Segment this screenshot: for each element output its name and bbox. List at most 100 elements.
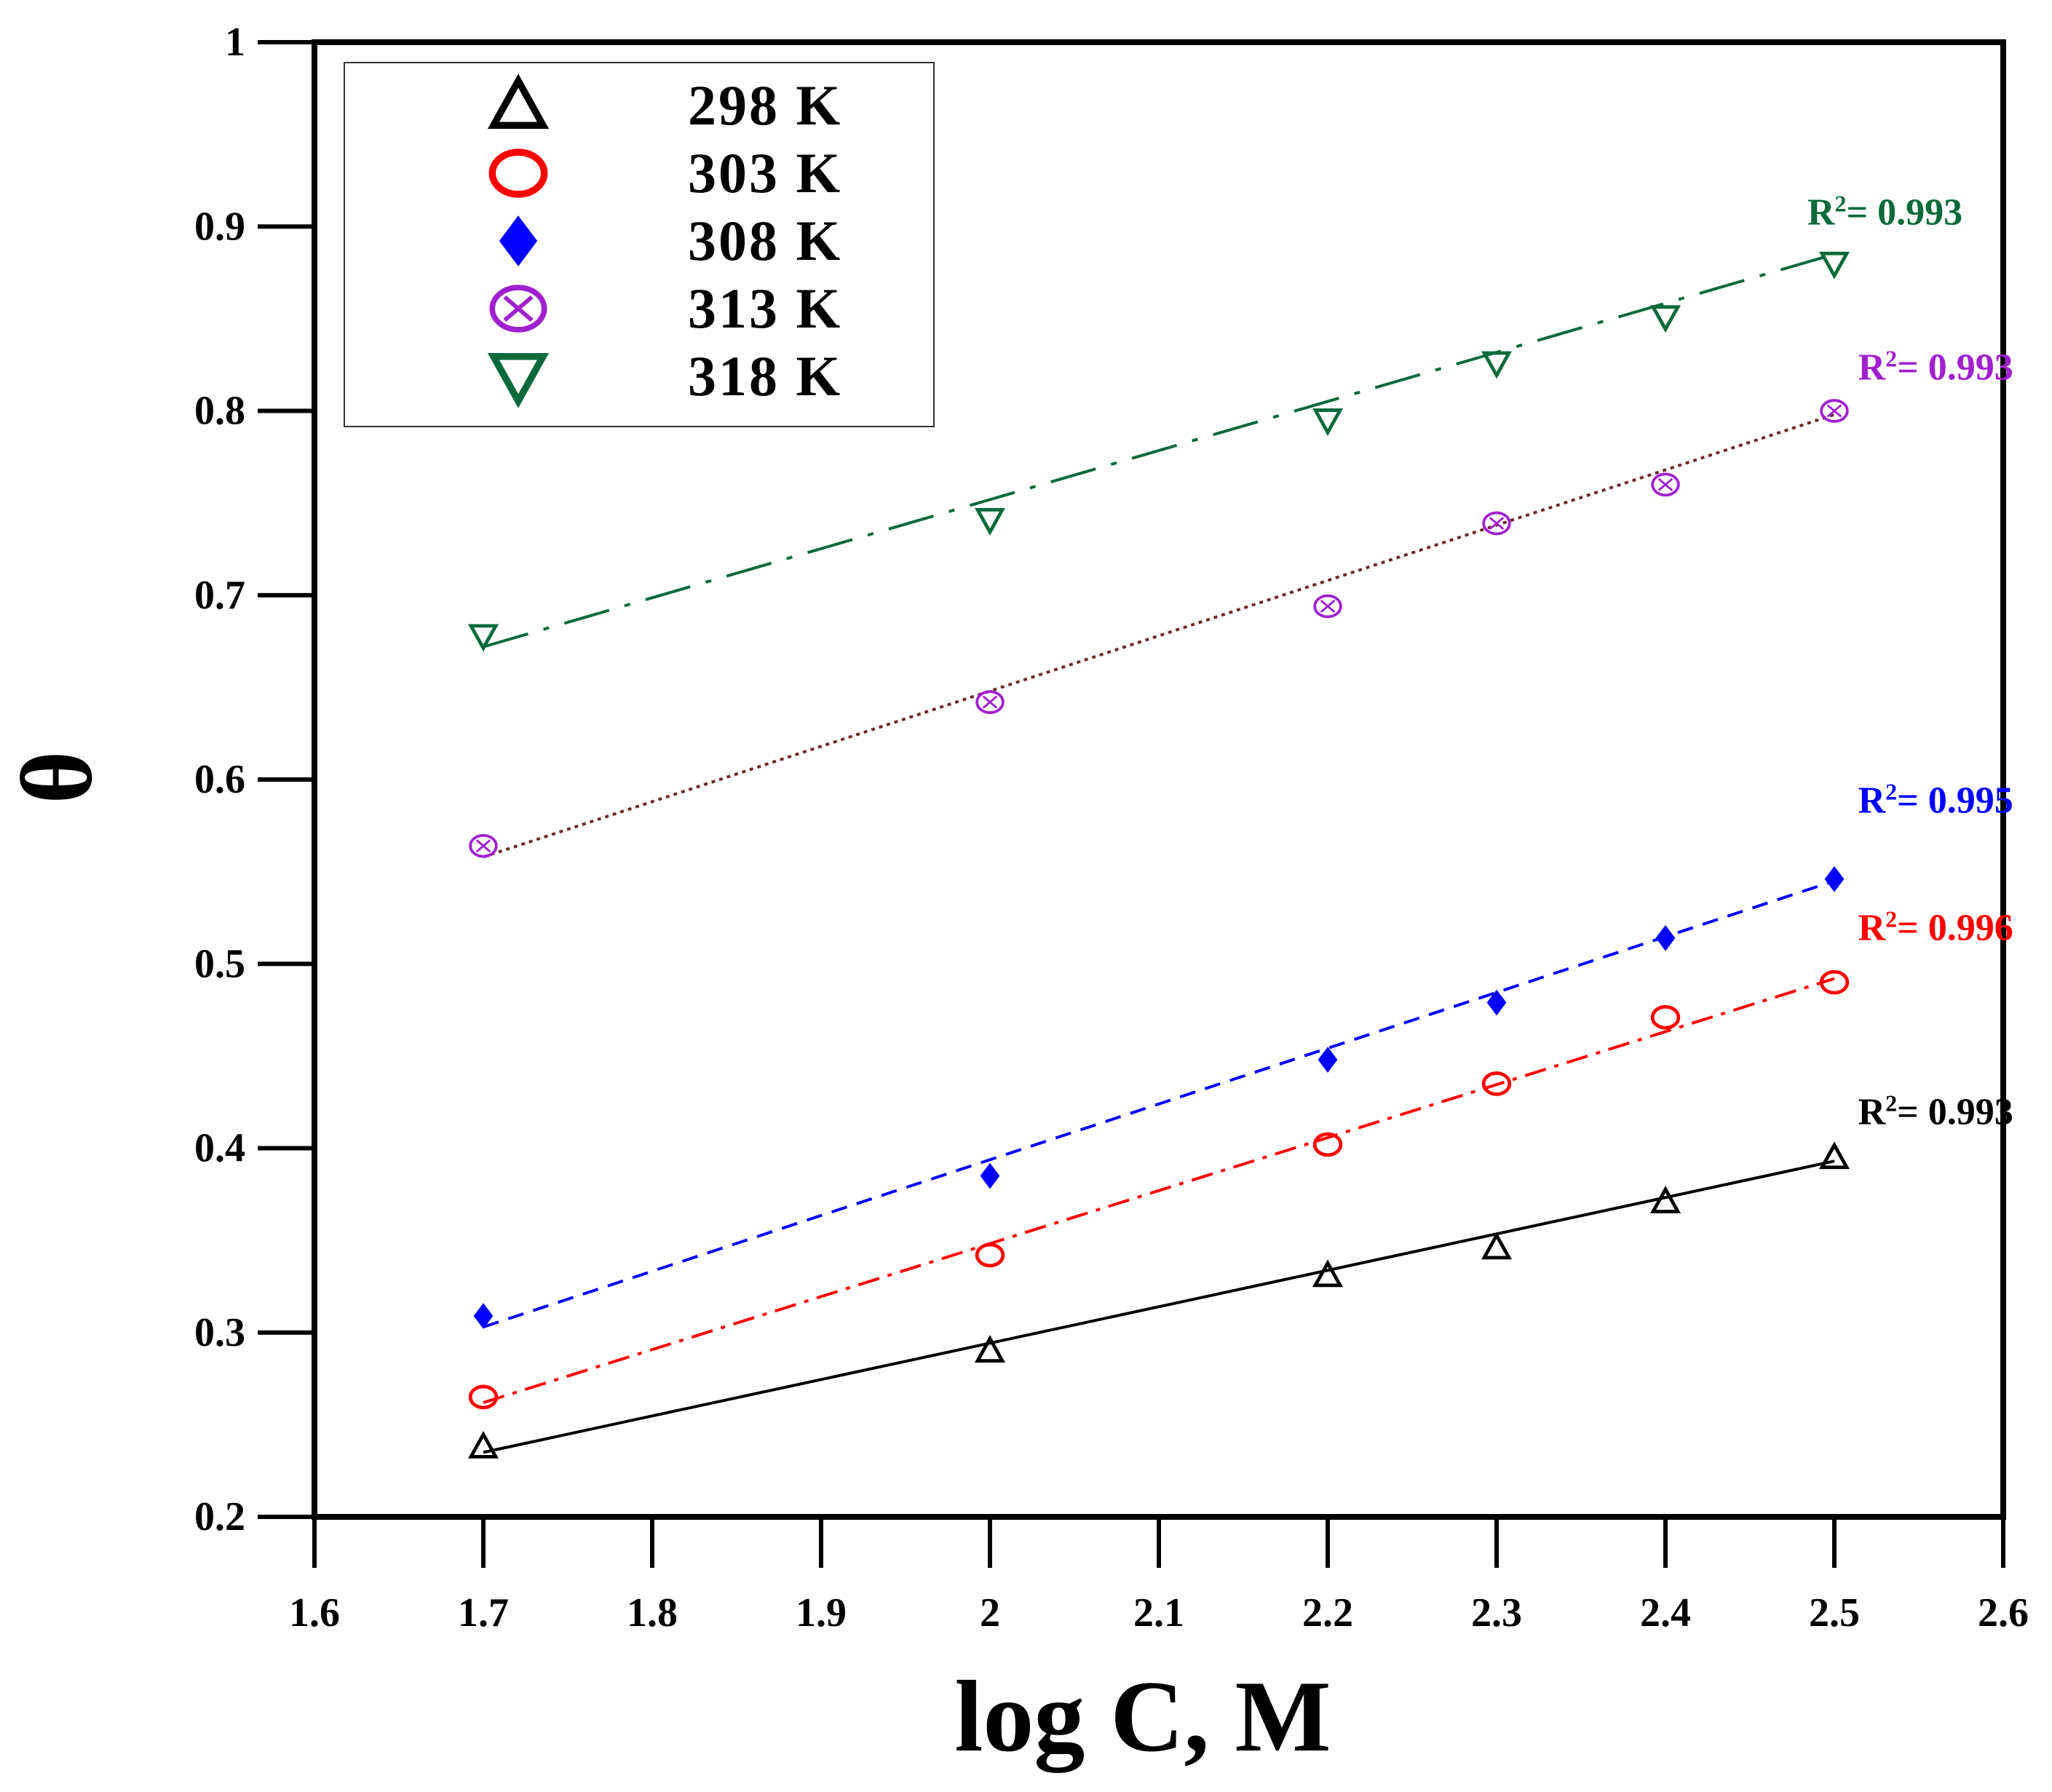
data-point-318k-4-shape: [1649, 305, 1681, 333]
data-point-303k-3: [1481, 1071, 1512, 1096]
data-point-308k-4: [1655, 924, 1676, 951]
data-point-303k-5-shape: [1819, 970, 1850, 995]
fit-line-303k: [483, 977, 1835, 1404]
data-point-303k-4-shape: [1650, 1004, 1681, 1030]
y-tick-label-4: 0.6: [194, 757, 245, 802]
data-point-298k-0: [467, 1430, 499, 1459]
legend-marker-298k: [487, 74, 550, 129]
data-point-313k-0-cross-b: [475, 839, 491, 853]
data-point-313k-3: [1482, 511, 1511, 536]
data-point-313k-2: [1313, 594, 1342, 619]
legend-marker-308k: [499, 215, 538, 266]
data-point-298k-4: [1649, 1186, 1681, 1213]
data-point-313k-3-shape: [1482, 511, 1511, 536]
data-point-318k-0-shape: [467, 624, 499, 652]
data-point-313k-4: [1651, 472, 1680, 497]
r2-label-298k: R2= 0.993: [1858, 1090, 2013, 1133]
data-point-308k-2: [1318, 1047, 1338, 1073]
axes: 1.6 1.7 1.8 1.9 2 2.1 2.2 2.3 2.4 2.5 2.6 0.2 0.3 0.4…: [194, 20, 2029, 1636]
fit-line-308k: [483, 879, 1835, 1329]
legend-marker-313k-cross-b: [503, 295, 534, 322]
data-point-308k-0-shape: [473, 1303, 494, 1329]
annotations: R2= 0.993 R2= 0.996 R2= 0.995 R2= 0.993 R2= …: [1807, 191, 2013, 1133]
legend-label-303k: 303 K: [688, 141, 842, 205]
data-point-308k-1: [980, 1162, 1000, 1189]
y-tick-label-5: 0.7: [194, 573, 245, 618]
r2-label-318k: R2= 0.993: [1807, 191, 1962, 234]
data-point-313k-2-cross-b: [1320, 599, 1336, 613]
data-point-298k-2: [1312, 1259, 1344, 1288]
data-point-303k-1: [975, 1242, 1005, 1268]
data-point-313k-0: [469, 833, 498, 858]
legend-label-298k: 298 K: [688, 74, 842, 137]
data-point-313k-2-shape: [1313, 594, 1342, 619]
data-point-303k-1-shape: [975, 1242, 1005, 1268]
y-tick-label-2: 0.4: [194, 1126, 245, 1171]
legend-marker-318k-shape: [487, 353, 550, 408]
y-tick-label-8: 1: [225, 20, 245, 65]
y-tick-label-6: 0.8: [194, 389, 245, 434]
data-point-303k-2: [1312, 1132, 1343, 1157]
x-tick-label-1: 1.7: [458, 1590, 509, 1636]
fit-line-298k: [483, 1159, 1835, 1454]
data-point-308k-5-shape: [1824, 865, 1845, 892]
data-point-318k-2-shape: [1312, 408, 1344, 437]
data-point-318k-3-shape: [1481, 351, 1513, 379]
data-point-298k-1-shape: [974, 1335, 1006, 1363]
data-point-308k-2-shape: [1318, 1047, 1338, 1073]
fit-lines: [483, 253, 1835, 1454]
legend-marker-303k: [488, 148, 548, 198]
data-point-298k-4-shape: [1649, 1186, 1681, 1213]
data-point-318k-5: [1818, 251, 1850, 279]
x-tick-label-9: 2.5: [1809, 1590, 1860, 1636]
data-point-318k-1-shape: [974, 507, 1006, 536]
data-point-303k-5: [1819, 970, 1850, 995]
data-point-308k-1-shape: [980, 1162, 1000, 1189]
legend-label-313k: 313 K: [688, 277, 842, 340]
data-point-318k-1: [974, 507, 1006, 536]
x-axis-title: log C, M: [954, 1660, 1331, 1773]
data-point-298k-5-shape: [1818, 1141, 1850, 1170]
data-point-313k-1: [975, 690, 1005, 714]
x-tick-label-8: 2.4: [1640, 1590, 1691, 1636]
data-point-308k-4-shape: [1655, 924, 1676, 951]
data-point-308k-5: [1824, 865, 1845, 892]
legend-marker-318k: [487, 353, 550, 408]
x-tick-label-7: 2.3: [1471, 1590, 1522, 1636]
data-point-318k-4: [1649, 305, 1681, 333]
y-tick-label-0: 0.2: [194, 1494, 245, 1539]
x-tick-label-0: 1.6: [289, 1590, 340, 1636]
data-point-313k-5-shape: [1820, 399, 1849, 423]
x-tick-label-10: 2.6: [1978, 1590, 2029, 1636]
legend-label-318k: 318 K: [688, 344, 842, 408]
legend-marker-303k-shape: [488, 148, 548, 198]
data-point-318k-0: [467, 624, 499, 652]
data-point-318k-3: [1481, 351, 1513, 379]
x-tick-label-6: 2.2: [1302, 1590, 1353, 1636]
data-point-298k-3-shape: [1481, 1232, 1513, 1260]
data-point-313k-5: [1820, 399, 1849, 423]
data-point-303k-2-shape: [1312, 1132, 1343, 1157]
data-point-313k-1-shape: [975, 690, 1005, 714]
x-tick-label-3: 1.9: [796, 1590, 847, 1636]
data-point-318k-2: [1312, 408, 1344, 437]
data-point-298k-0-shape: [467, 1430, 499, 1459]
data-point-298k-2-shape: [1312, 1259, 1344, 1288]
y-tick-label-3: 0.5: [194, 941, 245, 986]
data-point-303k-0-shape: [468, 1384, 499, 1410]
data-point-308k-3-shape: [1486, 989, 1507, 1016]
y-tick-label-1: 0.3: [194, 1310, 245, 1355]
data-point-303k-3-shape: [1481, 1071, 1512, 1096]
data-point-313k-4-cross-b: [1657, 477, 1673, 491]
legend-marker-298k-shape: [487, 74, 550, 129]
data-point-308k-3: [1486, 989, 1507, 1016]
x-tick-label-5: 2.1: [1133, 1590, 1184, 1636]
data-point-313k-0-shape: [469, 833, 498, 858]
data-point-298k-3: [1481, 1232, 1513, 1260]
y-axis-title: θ: [1, 750, 114, 804]
legend-box: [344, 62, 935, 427]
data-point-308k-0: [473, 1303, 494, 1329]
fit-line-313k: [483, 413, 1835, 859]
data-point-313k-5-cross-b: [1826, 404, 1842, 418]
